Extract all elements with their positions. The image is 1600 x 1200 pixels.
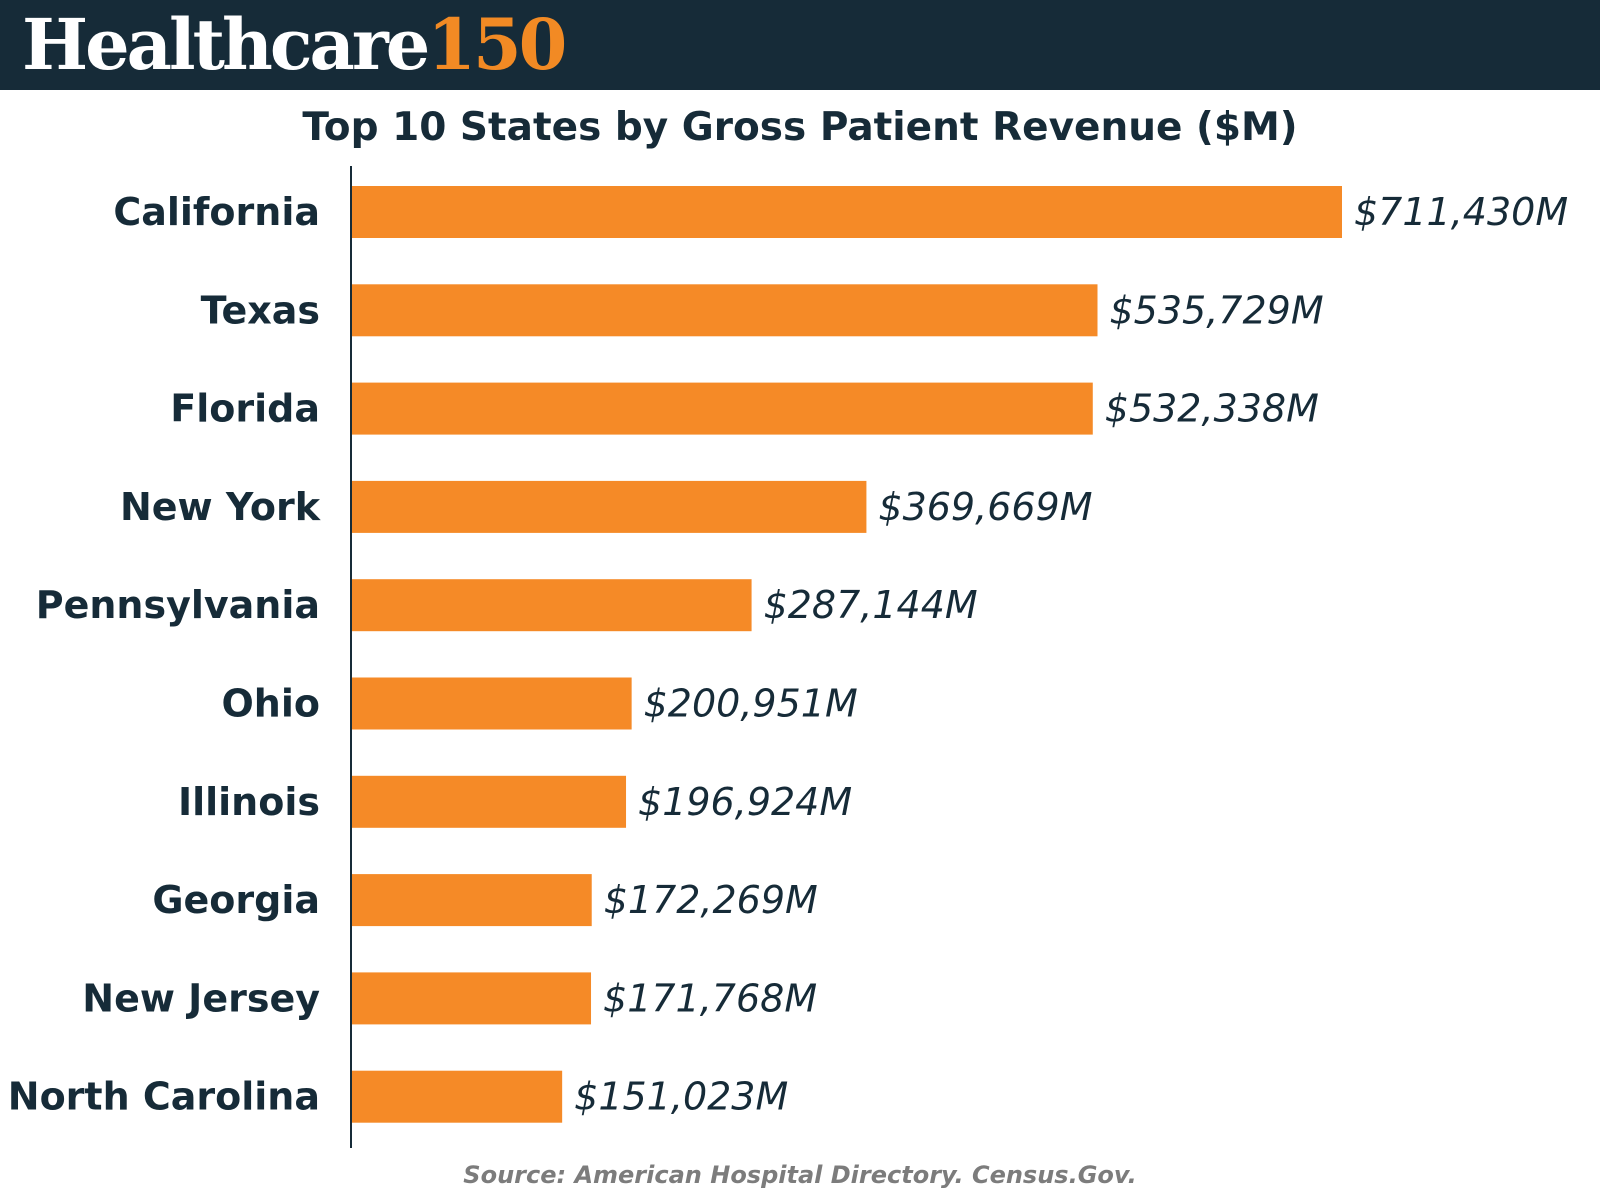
bar <box>352 972 592 1025</box>
category-label: Illinois <box>178 780 320 824</box>
category-label: Texas <box>201 288 320 332</box>
value-label: $200,951M <box>644 682 858 726</box>
bar <box>352 579 752 632</box>
value-label: $196,924M <box>638 780 852 824</box>
bar <box>352 186 1342 238</box>
category-label: California <box>113 190 320 234</box>
bar <box>352 382 1093 435</box>
bar <box>352 874 592 927</box>
value-label: $171,768M <box>603 976 817 1020</box>
category-label: New Jersey <box>82 976 320 1020</box>
value-label: $369,669M <box>878 485 1092 529</box>
bar <box>352 284 1098 337</box>
bar <box>352 480 867 533</box>
category-label: New York <box>120 485 321 529</box>
value-label: $532,338M <box>1105 387 1319 431</box>
value-label: $287,144M <box>764 583 978 627</box>
value-label: $711,430M <box>1354 190 1568 234</box>
category-label: North Carolina <box>8 1075 320 1119</box>
category-label: Pennsylvania <box>36 583 320 627</box>
chart-title: Top 10 States by Gross Patient Revenue (… <box>302 105 1298 150</box>
logo-text-accent: 150 <box>427 3 567 86</box>
value-label: $535,729M <box>1110 288 1324 332</box>
category-label: Ohio <box>222 682 321 726</box>
category-label: Florida <box>170 387 320 431</box>
bar <box>352 775 627 828</box>
source-note: Source: American Hospital Directory. Cen… <box>463 1161 1137 1189</box>
bar <box>352 1070 563 1123</box>
healthcare150-logo: Healthcare 150 <box>22 2 567 88</box>
bar <box>352 677 632 730</box>
logo-text-main: Healthcare <box>22 3 430 86</box>
value-label: $172,269M <box>604 878 818 922</box>
category-label: Georgia <box>152 878 320 922</box>
value-label: $151,023M <box>574 1075 788 1119</box>
header-banner: Healthcare 150 <box>0 0 1600 90</box>
